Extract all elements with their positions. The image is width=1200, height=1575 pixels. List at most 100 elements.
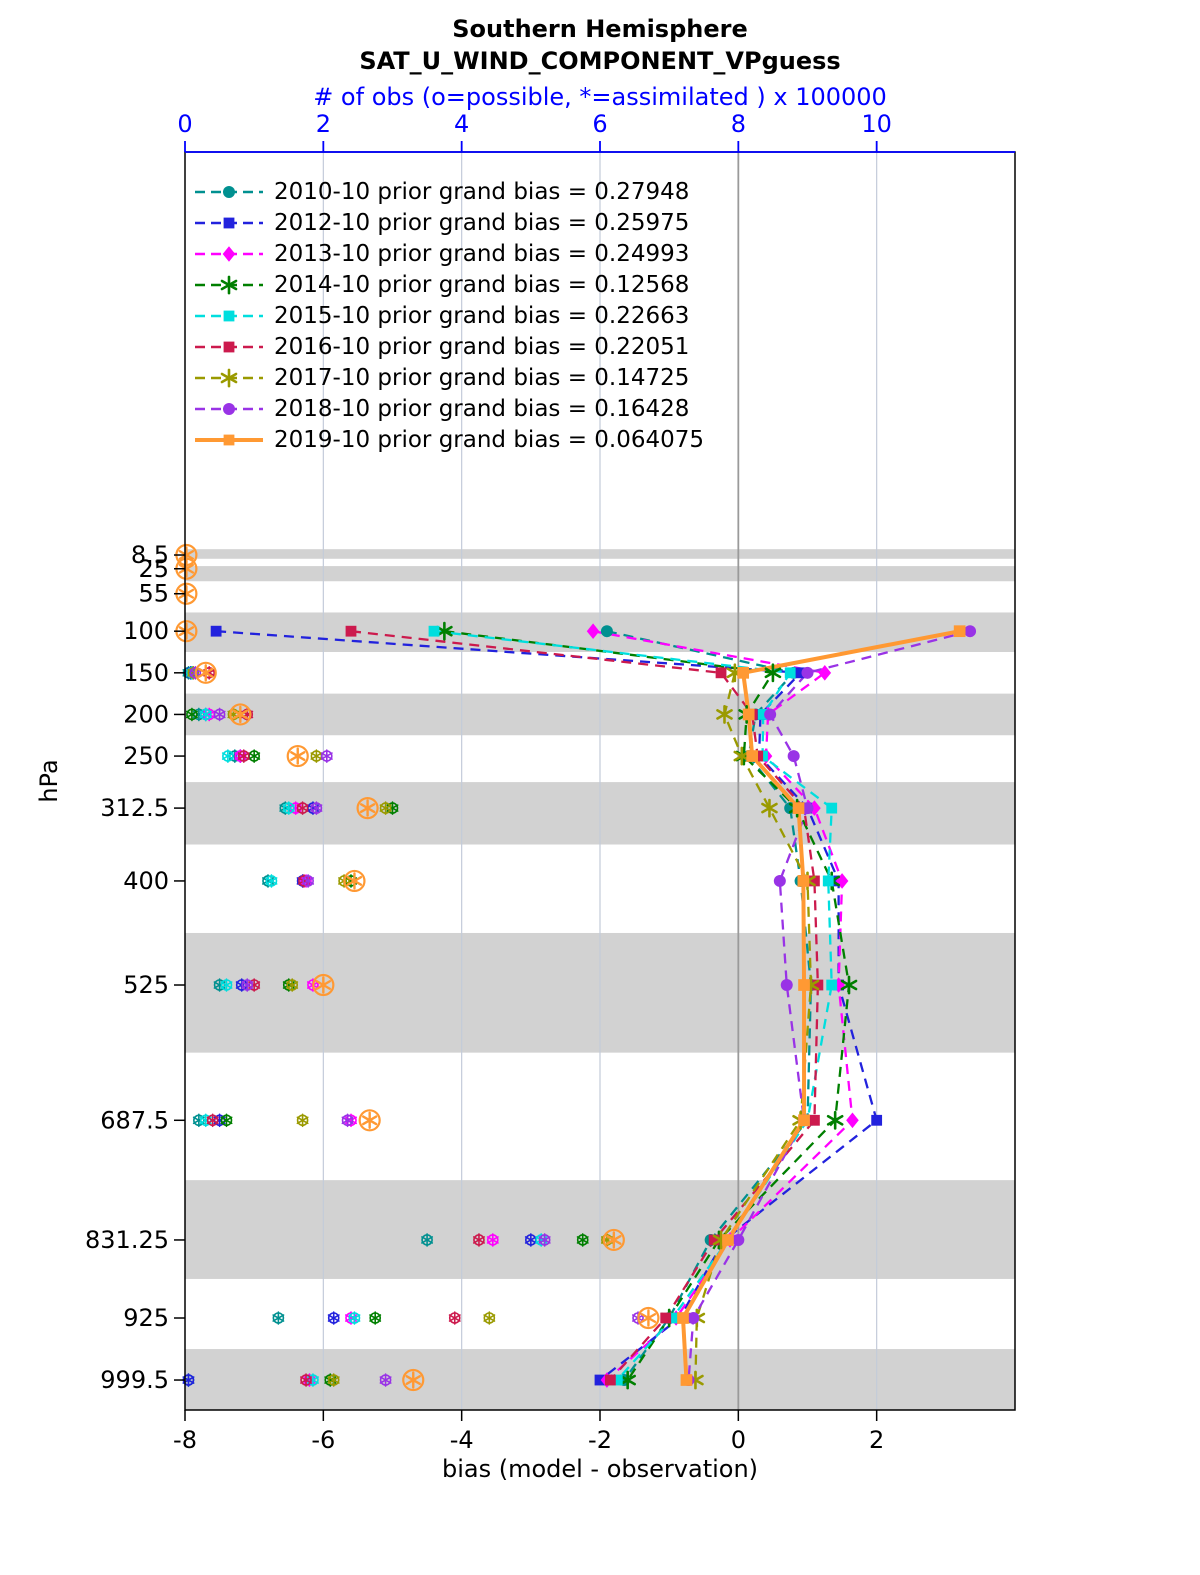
legend-label: 2018-10 prior grand bias = 0.16428 <box>274 395 690 422</box>
series-marker-2012-10 <box>795 667 806 679</box>
series-marker-2018-10 <box>764 708 777 721</box>
obs-assimilated-marker <box>320 749 333 763</box>
obs-assimilated-marker <box>379 801 392 815</box>
series-marker-2015-10 <box>822 875 834 887</box>
pressure-tick-label: 200 <box>123 700 169 728</box>
series-marker-2014-10 <box>764 663 782 683</box>
series-marker-2019-10 <box>722 1234 734 1246</box>
pressure-tick-label: 100 <box>123 617 169 645</box>
series-marker-2018-10 <box>964 625 977 638</box>
obs-assimilated-marker <box>379 1373 392 1387</box>
series-marker-2019-10 <box>953 625 966 638</box>
obs-assimilated-marker <box>640 1309 657 1327</box>
series-marker-2013-10 <box>818 665 832 681</box>
obs-assimilated-marker <box>199 707 212 722</box>
series-marker-2019-10 <box>742 708 755 721</box>
obs-assimilated-marker <box>213 707 226 722</box>
pressure-axis-title: hPa <box>35 759 63 802</box>
pressure-tick-label: 831.25 <box>85 1226 169 1254</box>
legend-sample-2016-10 <box>195 341 263 352</box>
obs-assimilated-marker <box>310 749 323 763</box>
series-line-2017-10 <box>694 672 813 1381</box>
series-marker-2014-10 <box>826 1110 844 1130</box>
series-marker-2015-10 <box>428 625 440 637</box>
series-marker-2019-10 <box>792 802 805 814</box>
obs-assimilated-marker <box>346 872 363 890</box>
gridlines <box>322 152 878 1410</box>
series-marker-2016-10 <box>604 1374 616 1386</box>
series-marker-2019-10 <box>746 750 759 762</box>
series-marker-2016-10 <box>809 875 820 887</box>
obs-possible-marker <box>286 744 309 768</box>
obs-possible-marker <box>356 796 379 820</box>
obs-assimilated-marker <box>198 664 214 682</box>
series-marker-2019-10 <box>680 1374 693 1386</box>
series-marker-2019-10 <box>677 1312 689 1324</box>
series-marker-2019-10 <box>737 666 750 679</box>
obs-assimilated-marker <box>178 546 195 564</box>
bias-tick-label: 0 <box>731 1426 746 1454</box>
legend-label: 2016-10 prior grand bias = 0.22051 <box>274 333 690 360</box>
chart-title: Southern Hemisphere <box>452 15 748 43</box>
obs-assimilated-marker <box>232 705 249 724</box>
series-marker-2016-10 <box>715 667 727 679</box>
pressure-tick-label: 925 <box>123 1304 169 1332</box>
obs-assimilated-marker <box>315 976 332 994</box>
bias-tick-label: -6 <box>311 1426 335 1454</box>
legend-marker-2018-10 <box>223 402 235 415</box>
legend-label: 2019-10 prior grand bias = 0.064075 <box>274 426 705 453</box>
obs-count-markers <box>175 543 660 1392</box>
obs-assimilated-marker <box>472 1233 485 1247</box>
series-marker-2017-10 <box>761 798 778 818</box>
series-marker-2016-10 <box>812 979 824 991</box>
series-markers <box>210 621 977 1390</box>
legend-entry-2014-10: 2014-10 prior grand bias = 0.12568 <box>193 269 704 300</box>
obs-assimilated-marker <box>606 1231 622 1249</box>
pressure-tick-label: 400 <box>123 867 169 895</box>
legend-sample-2018-10 <box>195 402 263 415</box>
legend: 2010-10 prior grand bias = 0.27948 2012-1… <box>193 176 704 455</box>
legend-label: 2012-10 prior grand bias = 0.25975 <box>274 209 690 236</box>
obs-tick-label: 2 <box>316 110 331 138</box>
legend-entry-2010-10: 2010-10 prior grand bias = 0.27948 <box>193 176 704 207</box>
obs-assimilated-marker <box>286 978 299 992</box>
series-marker-2018-10 <box>801 802 814 815</box>
obs-assimilated-marker <box>206 1113 219 1128</box>
series-marker-2014-10 <box>436 621 453 641</box>
obs-assimilated-marker <box>220 1113 233 1128</box>
obs-axis-title: # of obs (o=possible, *=assimilated ) x … <box>313 83 887 111</box>
obs-assimilated-marker <box>448 1311 461 1325</box>
series-marker-2012-10 <box>210 625 222 637</box>
obs-assimilated-marker <box>348 1311 361 1325</box>
series-marker-2015-10 <box>611 1374 623 1386</box>
pressure-tick-label: 8.5 <box>131 541 169 569</box>
legend-marker-2014-10 <box>220 275 238 294</box>
obs-assimilated-marker <box>483 1311 496 1325</box>
pressure-tick-label: 25 <box>138 555 169 583</box>
obs-assimilated-marker <box>265 874 278 888</box>
series-marker-2019-10 <box>798 979 810 991</box>
series-marker-2013-10 <box>832 977 845 993</box>
series-line-2015-10 <box>433 630 833 1381</box>
series-marker-2018-10 <box>780 979 793 992</box>
bias-tick-label: -4 <box>450 1426 474 1454</box>
obs-assimilated-marker <box>185 707 198 722</box>
obs-assimilated-marker <box>524 1233 537 1247</box>
obs-possible-marker <box>637 1306 660 1330</box>
obs-assimilated-marker <box>221 749 234 763</box>
obs-assimilated-marker <box>296 801 309 815</box>
legend-label: 2013-10 prior grand bias = 0.24993 <box>274 240 690 267</box>
pressure-tick-label: 150 <box>123 659 169 687</box>
obs-assimilated-marker <box>220 978 233 992</box>
obs-assimilated-marker <box>359 799 376 817</box>
obs-possible-marker <box>358 1109 381 1132</box>
series-marker-2018-10 <box>773 874 786 887</box>
legend-sample-2014-10 <box>195 275 263 294</box>
legend-sample-2012-10 <box>195 217 263 228</box>
obs-possible-marker <box>229 703 252 726</box>
series-marker-2016-10 <box>708 1234 720 1246</box>
obs-assimilated-marker <box>248 749 261 763</box>
series-marker-2018-10 <box>801 666 814 679</box>
legend-sample-2010-10 <box>195 185 263 198</box>
